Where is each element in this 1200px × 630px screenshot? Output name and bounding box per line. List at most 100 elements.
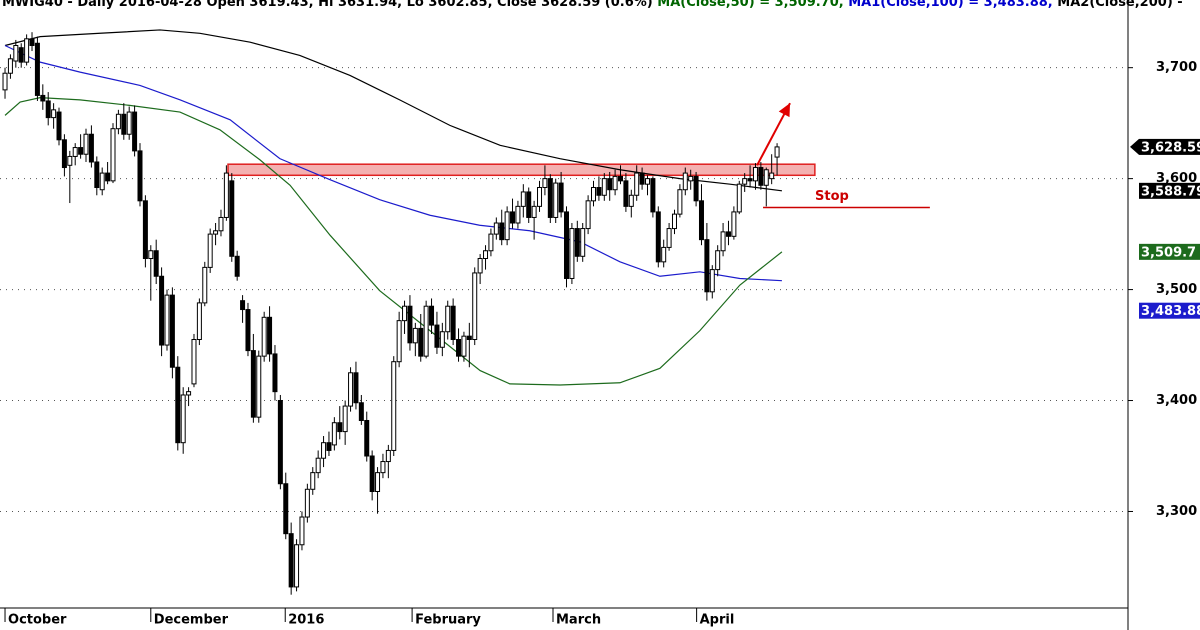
candle-body xyxy=(40,94,46,102)
candle-body xyxy=(774,146,780,158)
candle-body xyxy=(267,316,273,355)
candle-body xyxy=(213,230,219,235)
candle-body xyxy=(321,442,327,459)
x-tick-label: October xyxy=(8,613,67,628)
candle-body xyxy=(747,178,753,182)
chart-title: MWIG40 - Daily 2016-04-28 Open 3619.43, … xyxy=(2,0,1183,10)
x-tick-label: March xyxy=(556,613,601,628)
candle-body xyxy=(34,42,40,96)
candle-body xyxy=(245,309,251,352)
candle-body xyxy=(191,339,197,385)
candle-body xyxy=(677,189,683,215)
moving-average xyxy=(4,44,782,282)
candle-body xyxy=(180,394,186,444)
candle-body xyxy=(612,175,618,191)
title-part: MA2(Close,200) - xyxy=(1057,0,1182,10)
candle-body xyxy=(326,442,332,451)
candle-body xyxy=(94,161,100,189)
candle-body xyxy=(186,391,192,396)
candle-body xyxy=(105,172,111,182)
candle-body xyxy=(644,178,650,185)
candle-body xyxy=(61,139,67,169)
candle-body xyxy=(137,150,143,202)
x-tick-label: February xyxy=(415,613,481,628)
candle-body xyxy=(164,294,170,346)
candle-body xyxy=(434,324,440,348)
candle-body xyxy=(623,180,629,207)
candle-body xyxy=(601,178,607,196)
candle-body xyxy=(769,172,775,180)
candle-body xyxy=(483,250,489,260)
x-tick-label: 2016 xyxy=(288,613,324,628)
arrow-head xyxy=(778,103,791,118)
candle-body xyxy=(499,222,505,241)
candle-body xyxy=(148,250,154,260)
candle-body xyxy=(45,100,51,119)
candle-body xyxy=(510,211,516,224)
y-tick-label: 3,300 xyxy=(1156,504,1197,519)
candle-body xyxy=(439,331,445,348)
candle-body xyxy=(159,275,165,346)
candle-body xyxy=(758,167,764,186)
candle-body xyxy=(429,305,435,326)
close-tag: 3,628.59 xyxy=(1141,140,1200,155)
candle-body xyxy=(115,113,121,130)
candle-body xyxy=(7,58,13,74)
candle-body xyxy=(591,187,597,202)
ma-tag-box xyxy=(1139,182,1200,199)
candle-body xyxy=(88,133,94,163)
candle-body xyxy=(477,258,483,274)
x-tick-label: April xyxy=(700,613,735,628)
ma-tag: 3,509.7 xyxy=(1141,245,1196,260)
y-tick-label: 3,600 xyxy=(1156,171,1197,186)
candle-body xyxy=(763,169,769,186)
moving-average xyxy=(4,97,783,386)
candle-body xyxy=(456,339,462,357)
candle-body xyxy=(375,472,381,493)
candle-body xyxy=(202,266,208,304)
candle-body xyxy=(169,294,175,368)
candle-body xyxy=(634,172,640,196)
candle-body xyxy=(402,305,408,322)
candle-body xyxy=(342,405,348,433)
candle-body xyxy=(617,175,623,182)
candle-body xyxy=(29,38,35,46)
candle-body xyxy=(256,355,262,418)
candle-body xyxy=(142,200,148,260)
candle-body xyxy=(655,211,661,263)
candle-body xyxy=(196,302,202,341)
title-part: MA(Close,50) = 3,509.70, xyxy=(657,0,848,10)
ma-tag: 3,588.79 xyxy=(1141,184,1200,199)
candle-body xyxy=(299,516,305,546)
candle-body xyxy=(310,472,316,490)
candle-body xyxy=(24,38,30,63)
candle-body xyxy=(391,361,397,451)
close-tag-box xyxy=(1139,138,1200,155)
candle-body xyxy=(294,544,300,588)
candle-body xyxy=(283,483,289,535)
resistance-zone xyxy=(227,163,816,177)
candle-body xyxy=(542,178,548,189)
candle-body xyxy=(110,128,116,182)
candle-body xyxy=(715,250,721,271)
candle-body xyxy=(580,228,586,257)
candle-body xyxy=(709,269,715,293)
candle-body xyxy=(558,182,564,213)
candle-body xyxy=(412,327,418,344)
candle-body xyxy=(364,419,370,457)
candle-body xyxy=(315,457,321,474)
candle-body xyxy=(229,180,235,257)
candle-body xyxy=(277,400,283,485)
candle-body xyxy=(337,422,343,433)
candle-body xyxy=(553,182,559,218)
candle-body xyxy=(504,211,510,241)
candle-body xyxy=(18,47,24,63)
stop-label: Stop xyxy=(815,189,849,204)
title-part: MWIG40 - Daily 2016-04-28 Open 3619.43, … xyxy=(2,0,657,10)
ma-tag: 3,483.88 xyxy=(1141,304,1200,319)
candle-body xyxy=(731,211,737,237)
candle-body xyxy=(240,300,246,311)
candle-body xyxy=(288,533,294,588)
candle-body xyxy=(564,211,570,279)
close-tag-pointer xyxy=(1130,138,1139,155)
